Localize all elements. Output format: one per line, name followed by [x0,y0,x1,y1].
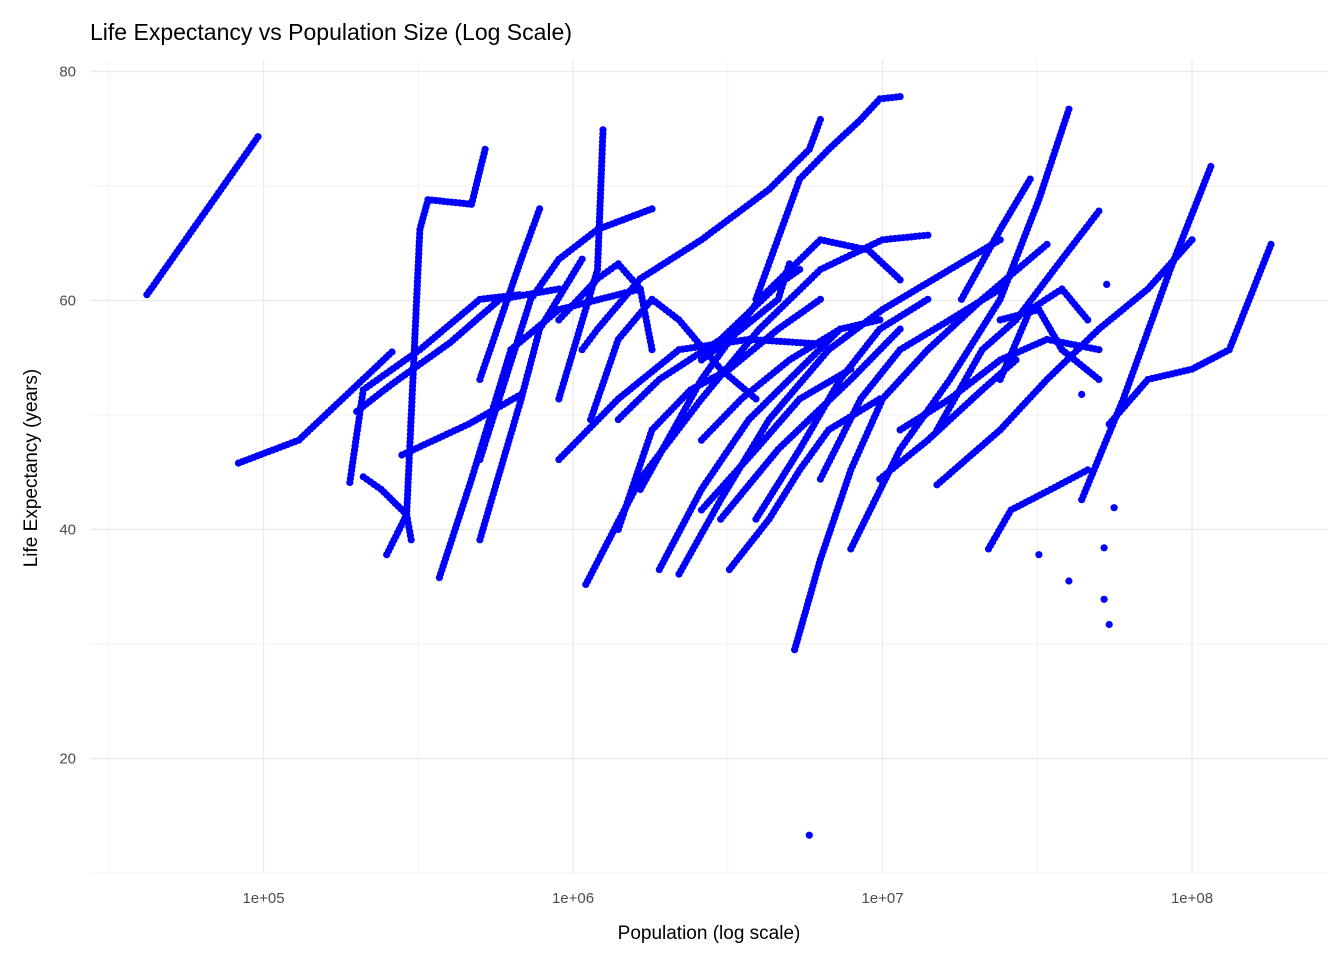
data-point [1012,356,1020,364]
data-point [796,265,804,274]
data-point [1100,544,1108,552]
data-point [785,260,794,268]
data-point [536,205,544,213]
data-point [578,255,586,263]
data-point [896,276,904,284]
y-axis-label: Life Expectancy (years) [21,369,42,568]
data-point [1084,316,1092,324]
data-point [752,395,760,403]
x-tick-label: 1e+07 [861,890,903,907]
data-point [1095,207,1103,215]
y-tick-label: 80 [59,63,76,80]
data-point [1110,504,1118,512]
x-axis-label: Population (log scale) [618,923,801,944]
data-points [143,93,1275,839]
x-tick-label: 1e+08 [1171,890,1213,907]
x-tick-label: 1e+06 [552,890,594,907]
data-point [388,348,396,356]
data-point [1105,620,1113,629]
data-point [816,115,825,124]
data-point [648,205,656,213]
data-point [254,133,262,141]
y-tick-label: 20 [59,750,76,767]
data-point [481,145,489,153]
data-point [836,325,844,333]
data-point [805,831,813,839]
data-point [876,316,884,324]
data-point [1035,551,1043,559]
data-point [816,295,825,303]
data-point [896,325,904,333]
data-point [1095,375,1103,384]
data-point [407,536,415,544]
chart-title: Life Expectancy vs Population Size (Log … [90,19,572,45]
data-point [1103,280,1111,288]
data-point [1188,236,1196,244]
data-point [1084,466,1092,474]
data-point [1078,390,1086,398]
data-point [648,346,656,354]
x-axis-ticks: 1e+05 1e+06 1e+07 1e+08 [242,890,1213,907]
data-point [1043,240,1051,248]
y-tick-label: 60 [59,292,76,309]
data-point [1095,346,1103,354]
grid [90,60,1328,874]
y-axis-ticks: 20 40 60 80 [59,63,76,767]
data-point [599,126,607,134]
data-point [1100,595,1108,603]
data-point [1065,577,1073,585]
data-point [924,231,932,239]
data-point [847,365,855,373]
y-tick-label: 40 [59,521,76,538]
data-point [1207,162,1215,171]
data-point [924,295,932,303]
data-point [1267,240,1275,248]
data-point [876,395,884,403]
x-tick-label: 1e+05 [242,890,284,907]
data-point [1065,105,1073,113]
data-point [1026,175,1034,183]
data-point [896,93,904,101]
data-point [996,285,1004,293]
